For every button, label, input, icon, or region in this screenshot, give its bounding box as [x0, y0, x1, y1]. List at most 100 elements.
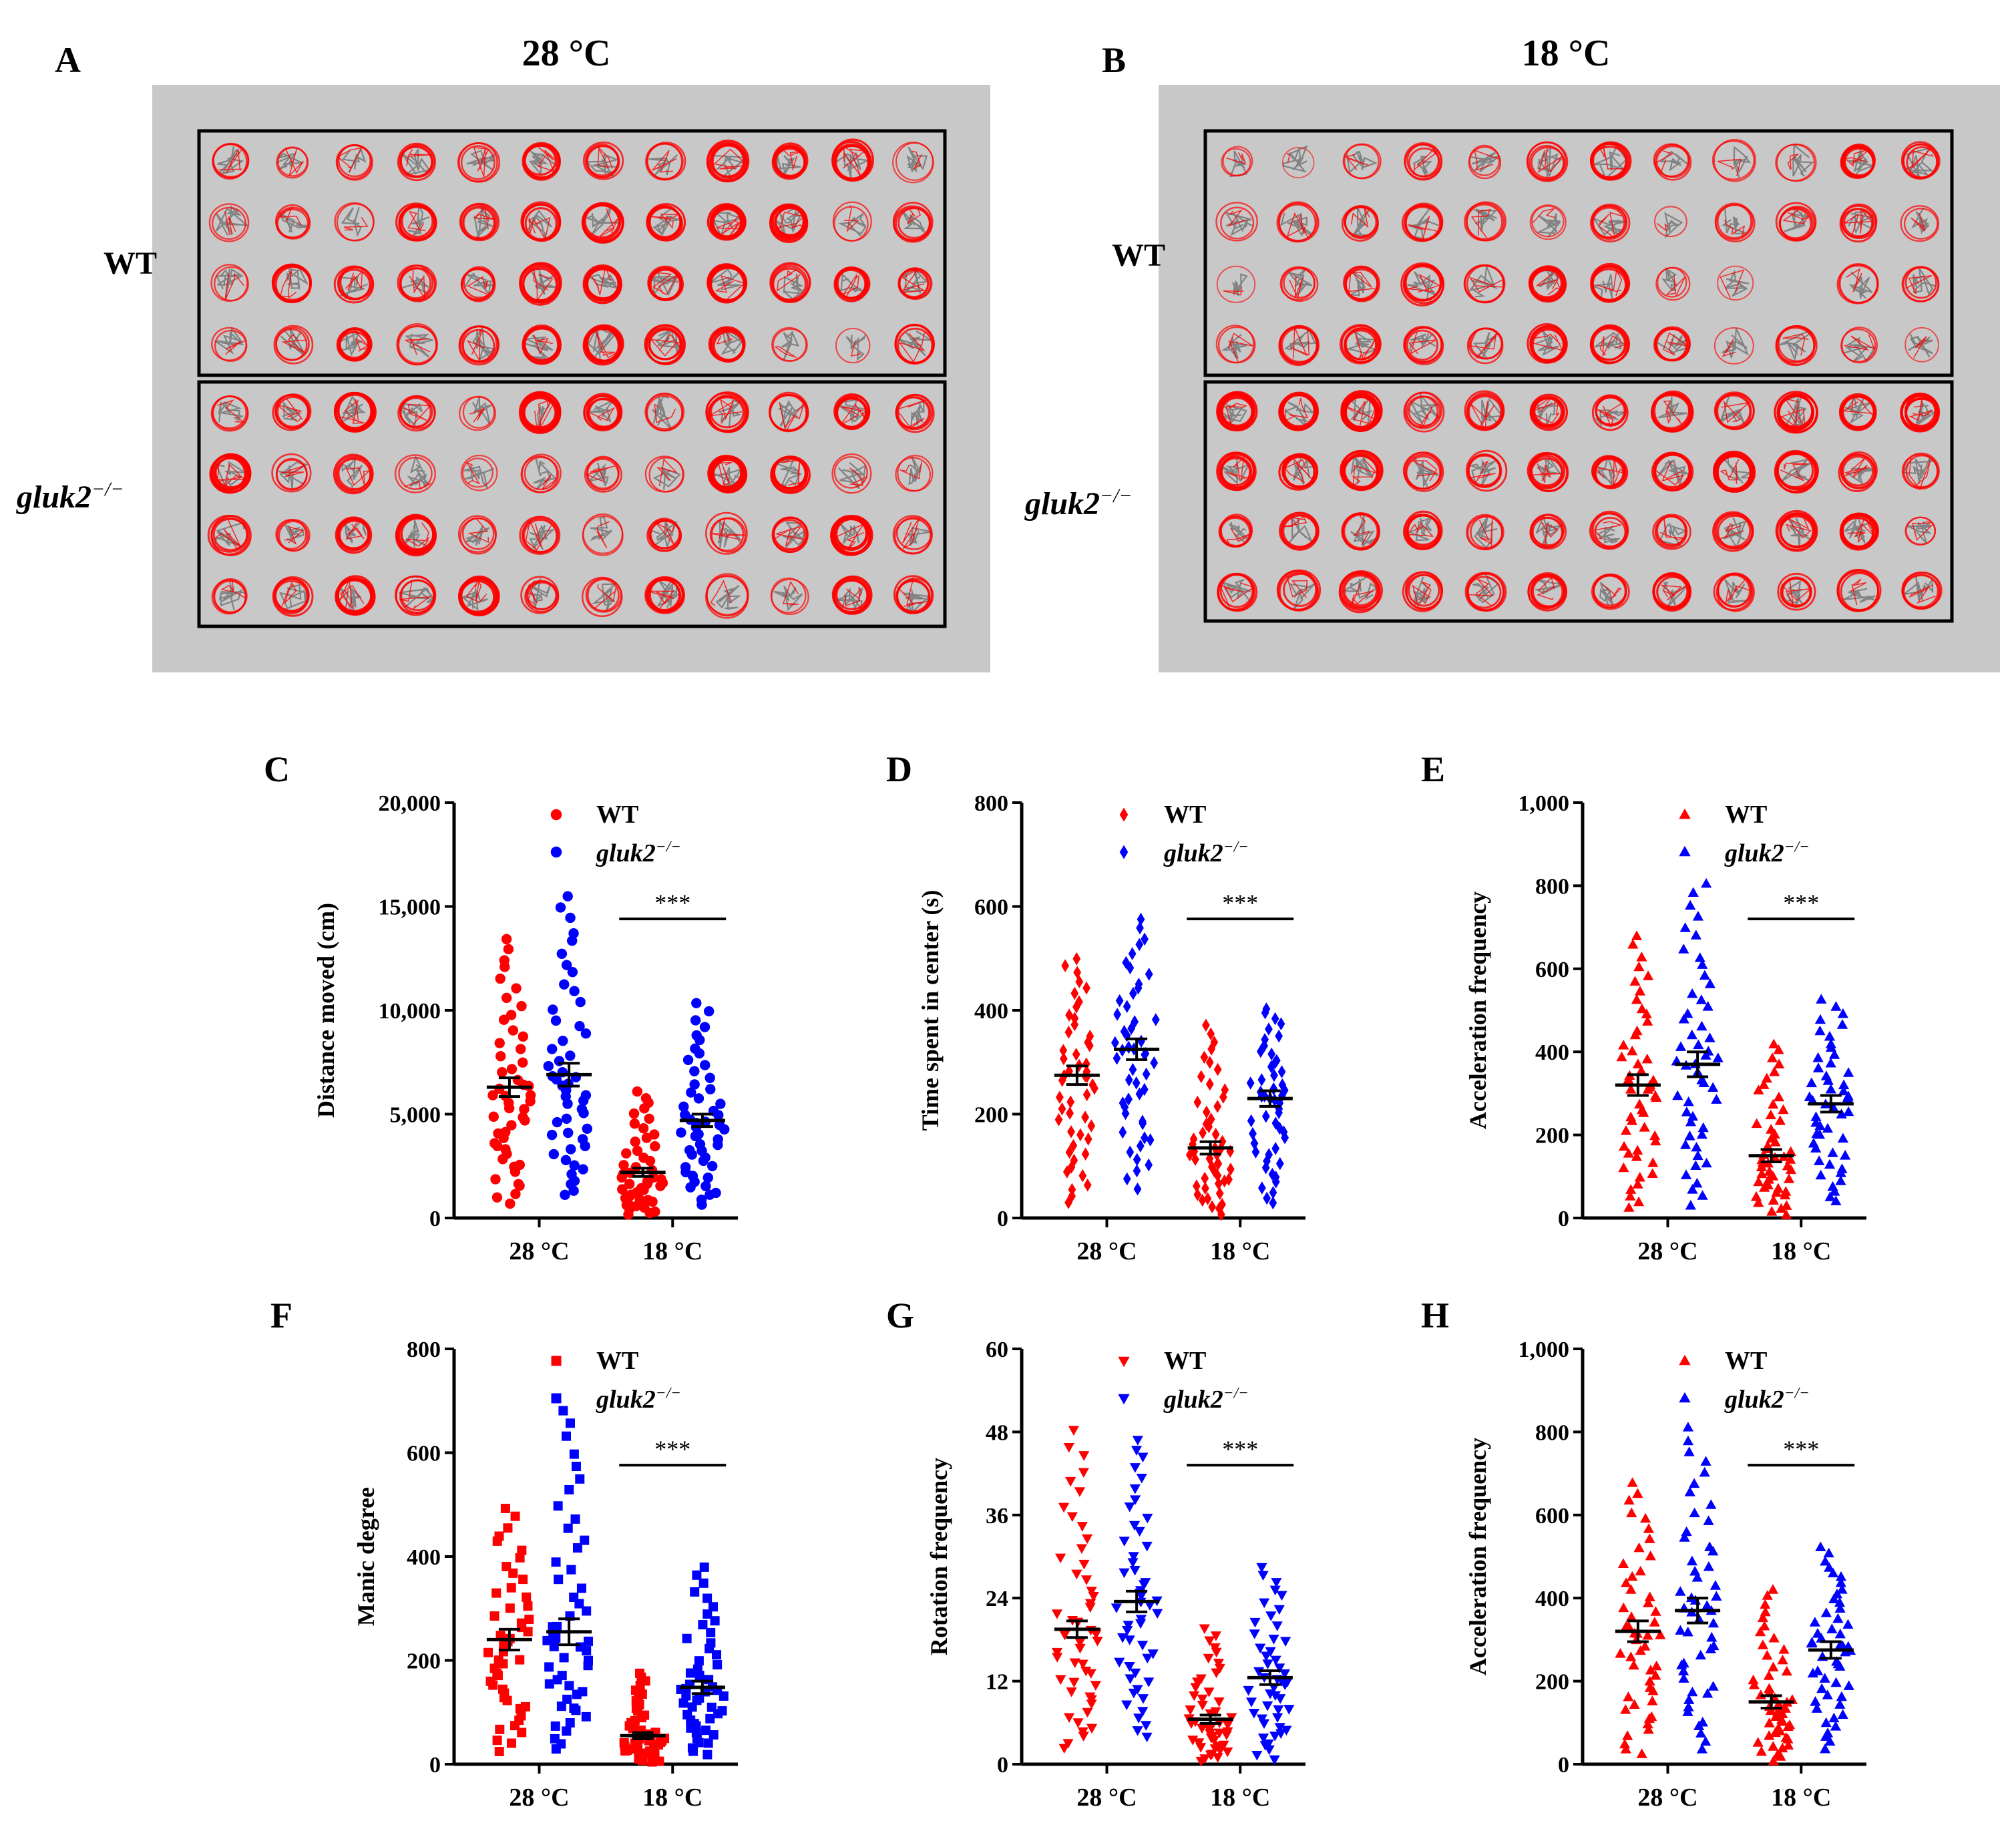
- data-point: [1263, 1739, 1274, 1750]
- gray-track-path: [1908, 333, 1934, 358]
- data-point: [1812, 1665, 1824, 1675]
- red-track-path: [1469, 276, 1504, 293]
- data-point: [1063, 1165, 1071, 1179]
- red-track-loop: [705, 512, 748, 555]
- data-point: [1837, 1008, 1848, 1018]
- data-point: [678, 1698, 688, 1708]
- gray-track-path: [1289, 583, 1316, 610]
- y-axis-label: Time spent in center (s): [917, 890, 944, 1131]
- data-point: [1133, 1182, 1142, 1196]
- data-point: [1627, 1571, 1638, 1581]
- data-point: [1703, 1561, 1714, 1571]
- red-track-loop: [1776, 143, 1817, 182]
- data-point: [516, 1001, 527, 1012]
- legend-wt-marker: [550, 809, 562, 821]
- data-point: [565, 912, 576, 924]
- data-point: [1675, 1625, 1686, 1635]
- red-track-loop: [895, 324, 936, 364]
- data-point: [682, 1054, 694, 1065]
- gray-track-path: [897, 267, 928, 294]
- track-well: [771, 516, 809, 554]
- data-point: [1260, 1039, 1268, 1052]
- legend-wt-label: WT: [1164, 801, 1206, 829]
- data-point: [1262, 1701, 1273, 1711]
- red-track-loop: [1406, 329, 1439, 361]
- gray-track-path: [1903, 575, 1934, 602]
- red-track-path: [1663, 400, 1681, 424]
- data-point: [570, 1514, 580, 1524]
- data-point: [1830, 1721, 1842, 1731]
- red-track-loop: [705, 573, 749, 617]
- gray-track-path: [906, 146, 928, 173]
- data-point: [1078, 1732, 1089, 1742]
- data-point: [1777, 1654, 1788, 1665]
- data-point: [1696, 1129, 1707, 1139]
- red-track-loop: [1220, 514, 1253, 547]
- gray-track-path: [1348, 394, 1374, 427]
- red-track-loop: [1531, 205, 1565, 238]
- gray-track-path: [781, 331, 800, 361]
- red-track-path: [1408, 273, 1440, 293]
- data-point: [1074, 1487, 1086, 1497]
- data-point: [1696, 1074, 1707, 1084]
- data-point: [494, 1531, 504, 1541]
- data-point: [1090, 1681, 1101, 1691]
- track-well: [770, 455, 811, 494]
- data-point: [709, 1730, 719, 1740]
- data-point: [1699, 1466, 1710, 1477]
- red-track-path: [849, 467, 867, 486]
- data-point: [1827, 1181, 1838, 1191]
- red-track-loop: [1343, 514, 1379, 549]
- data-point: [582, 1606, 592, 1616]
- track-well: [522, 325, 562, 365]
- red-track-loop: [1531, 268, 1563, 298]
- track-well: [333, 391, 377, 433]
- gray-track-path: [1733, 146, 1752, 178]
- data-point: [1702, 1687, 1713, 1698]
- point-group: [1748, 1038, 1797, 1219]
- data-point: [1111, 1036, 1119, 1050]
- data-point: [1766, 1206, 1778, 1216]
- data-point: [1141, 1082, 1149, 1096]
- red-track-path: [1656, 222, 1668, 232]
- red-track-loop: [646, 395, 683, 432]
- data-point: [703, 1006, 715, 1017]
- data-point: [515, 1655, 525, 1665]
- red-track-loop: [399, 264, 437, 302]
- red-track-loop: [1403, 325, 1443, 364]
- data-point: [1247, 1114, 1255, 1128]
- data-point: [574, 1020, 585, 1032]
- red-track-path: [1782, 333, 1809, 356]
- data-point: [1065, 1476, 1076, 1487]
- red-track-path: [345, 466, 371, 486]
- data-point: [1764, 1166, 1775, 1176]
- data-point: [1769, 1066, 1780, 1076]
- data-point: [1625, 1651, 1637, 1661]
- data-point: [1142, 1653, 1153, 1664]
- red-track-path: [845, 586, 863, 607]
- track-well: [210, 264, 249, 302]
- red-track-loop: [1344, 266, 1379, 301]
- data-point: [1267, 1047, 1276, 1061]
- red-track-loop: [1591, 205, 1628, 240]
- data-point: [640, 1092, 652, 1104]
- red-track-loop: [584, 266, 620, 300]
- data-point: [680, 1162, 691, 1173]
- data-point: [1257, 1073, 1266, 1086]
- data-point: [1814, 1014, 1826, 1024]
- data-point: [559, 1653, 569, 1663]
- data-point: [571, 1462, 581, 1472]
- red-track-loop: [1904, 266, 1937, 299]
- data-point: [1820, 1743, 1831, 1754]
- red-track-loop: [1592, 206, 1625, 239]
- track-well: [644, 455, 684, 493]
- red-track-loop: [1276, 202, 1320, 243]
- red-track-loop: [1842, 455, 1874, 487]
- red-track-path: [1284, 456, 1313, 483]
- data-point: [1271, 1012, 1279, 1026]
- data-point: [1697, 1190, 1708, 1200]
- data-point: [1704, 1032, 1716, 1042]
- red-track-loop: [334, 391, 375, 431]
